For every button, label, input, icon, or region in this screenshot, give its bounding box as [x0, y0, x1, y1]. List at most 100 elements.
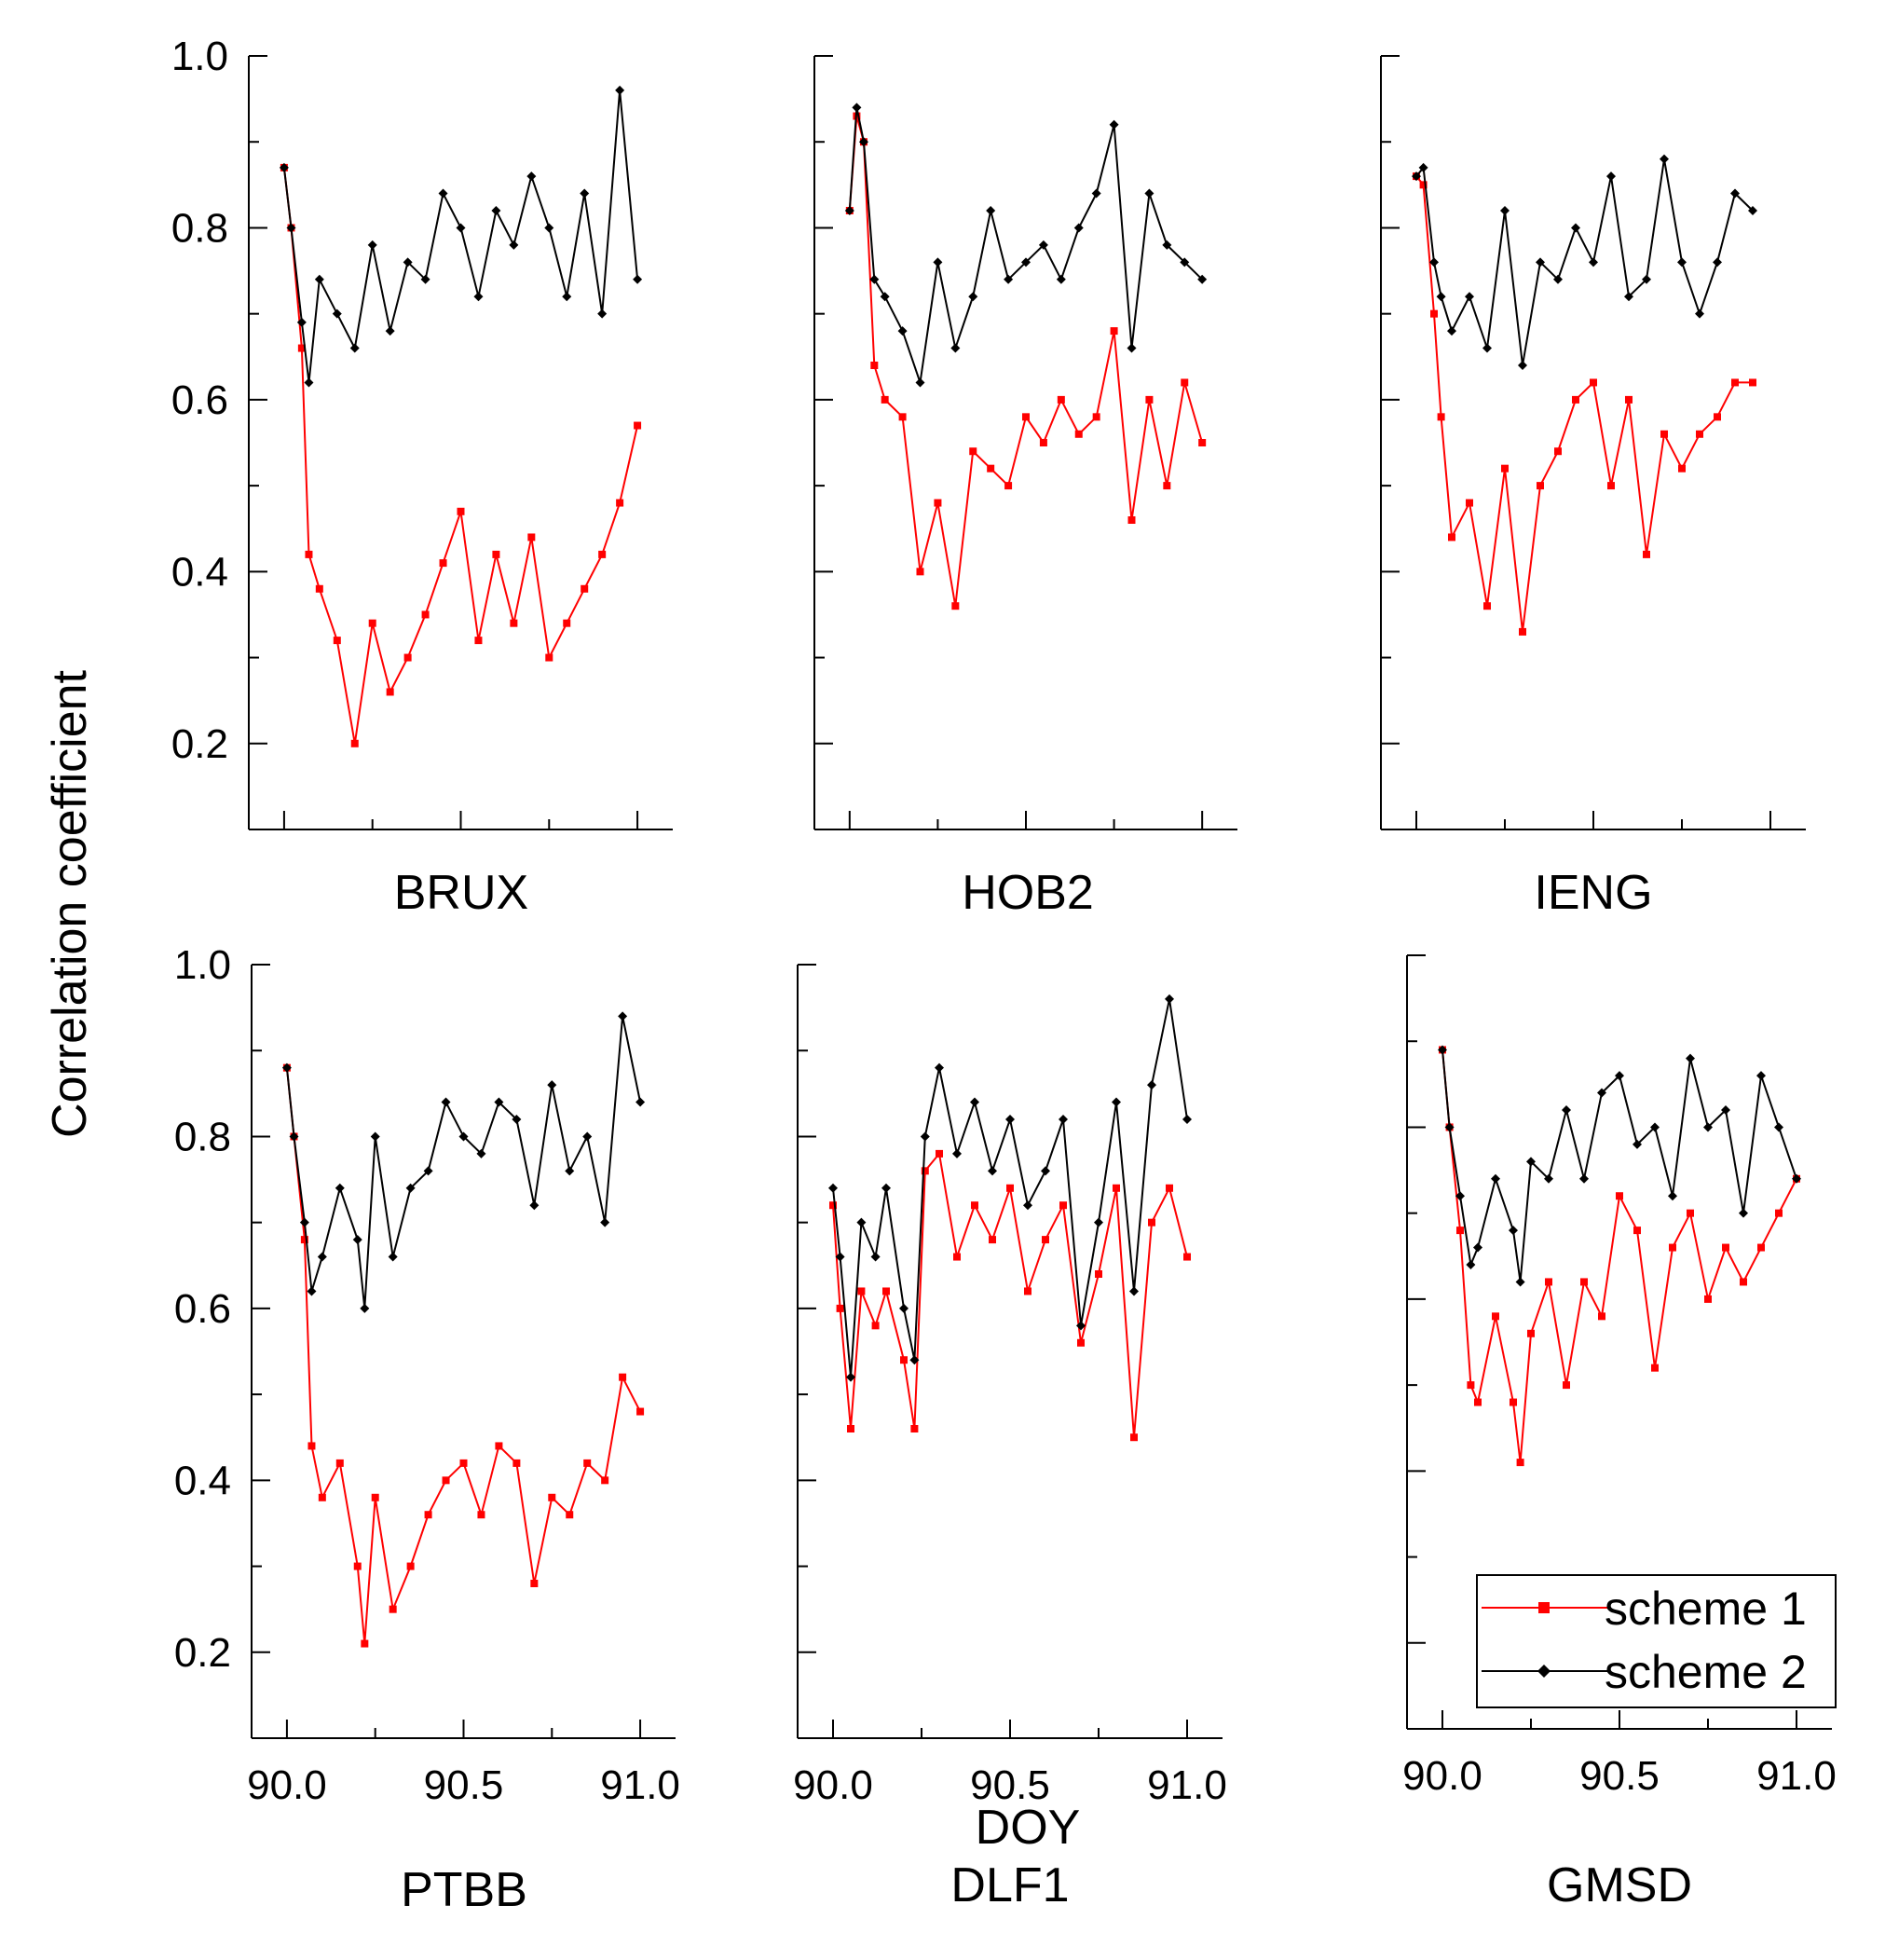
data-point	[597, 308, 608, 319]
data-point	[986, 206, 996, 215]
x-tick-label: 90.5	[424, 1762, 504, 1808]
data-point	[915, 377, 925, 388]
data-point	[1545, 1278, 1552, 1286]
data-point	[987, 464, 995, 473]
data-point	[1437, 413, 1445, 421]
data-point	[1607, 482, 1615, 490]
data-point	[1129, 1286, 1139, 1296]
data-point	[1038, 240, 1048, 250]
series-scheme-1	[829, 1149, 1191, 1442]
panel-dlf1: 90.0 90.5 91.0 DLF1	[793, 964, 1227, 1912]
data-point	[898, 413, 907, 421]
data-point	[423, 1166, 433, 1176]
data-point	[1429, 257, 1439, 267]
data-point	[1197, 274, 1208, 284]
data-point	[580, 188, 590, 199]
data-point	[953, 1253, 961, 1261]
data-point	[835, 1252, 845, 1262]
data-point	[512, 1459, 521, 1467]
series-line	[282, 89, 639, 383]
panel-title: PTBB	[401, 1863, 527, 1917]
data-point	[1041, 1166, 1050, 1176]
data-point	[307, 1442, 316, 1450]
data-point	[1482, 343, 1492, 353]
data-point	[1571, 223, 1580, 233]
legend-marker-scheme-2	[1537, 1665, 1551, 1678]
data-point	[1073, 223, 1084, 233]
data-point	[1633, 1139, 1642, 1149]
y-tick-label: 0.6	[171, 377, 228, 423]
data-point	[1616, 1192, 1623, 1200]
series-scheme-1	[845, 112, 1207, 610]
data-point	[1438, 1045, 1447, 1055]
data-point	[352, 1235, 362, 1245]
data-point	[494, 1097, 504, 1107]
data-point	[1182, 1115, 1192, 1124]
data-point	[969, 447, 977, 456]
data-point	[1749, 378, 1756, 387]
data-point	[389, 1605, 397, 1613]
data-point	[424, 1511, 432, 1519]
legend-label-scheme-2: scheme 2	[1605, 1646, 1807, 1698]
data-point	[545, 653, 553, 662]
data-point	[1127, 516, 1136, 524]
series-line	[282, 167, 639, 744]
data-point	[456, 223, 466, 233]
panel-title: DLF1	[950, 1858, 1069, 1912]
data-point	[880, 292, 890, 302]
data-point	[989, 1236, 996, 1244]
series-line	[1415, 158, 1754, 366]
data-point	[1527, 1329, 1535, 1337]
data-point	[1163, 482, 1171, 490]
panel-gmsd: 90.0 90.5 91.0 GMSD	[1402, 954, 1837, 1912]
data-point	[829, 1201, 837, 1210]
series-scheme-2	[828, 994, 1192, 1382]
data-point	[1130, 1433, 1138, 1442]
data-point	[1714, 413, 1721, 421]
data-point	[1148, 1218, 1155, 1227]
data-point	[1183, 1253, 1191, 1261]
data-point	[386, 688, 394, 696]
data-point	[836, 1304, 844, 1312]
data-point	[474, 637, 483, 645]
panels: 0.2 0.4 0.6 0.8 1.0 BRUX HOB2 IENG 0.2 0.4 0.6 0.8 1…	[171, 34, 1837, 1917]
data-point	[1518, 361, 1527, 370]
data-point	[1703, 1122, 1713, 1132]
data-point	[510, 619, 518, 627]
data-point	[933, 257, 943, 267]
data-point	[1713, 257, 1722, 267]
data-point	[1165, 994, 1174, 1004]
data-point	[491, 206, 501, 215]
data-point	[349, 343, 360, 353]
panel-ptbb: 0.2 0.4 0.6 0.8 1.0 90.0 90.5 91.0 PTBB	[174, 942, 680, 1917]
data-point	[1074, 430, 1083, 438]
data-point	[583, 1459, 592, 1467]
data-point	[1597, 1088, 1606, 1098]
data-point	[1022, 413, 1030, 421]
data-point	[1466, 1260, 1476, 1269]
data-point	[1651, 1364, 1659, 1372]
data-point	[616, 499, 624, 507]
data-point	[598, 550, 607, 558]
data-point	[1687, 1209, 1694, 1217]
data-point	[492, 550, 500, 558]
data-point	[509, 240, 519, 250]
data-point	[473, 292, 484, 302]
data-point	[1465, 292, 1474, 302]
data-point	[335, 1459, 344, 1467]
panel-hob2: HOB2	[813, 55, 1237, 920]
data-point	[1004, 482, 1013, 490]
series-scheme-1	[282, 1063, 645, 1648]
series-line	[848, 107, 1203, 383]
data-point	[1057, 395, 1065, 404]
data-point	[1447, 326, 1456, 336]
data-point	[951, 602, 960, 610]
data-point	[1756, 1071, 1766, 1081]
data-point	[1444, 1122, 1455, 1132]
series-line	[832, 998, 1188, 1377]
y-tick-label: 1.0	[174, 942, 231, 988]
data-point	[1430, 309, 1438, 318]
data-point	[1515, 1277, 1525, 1287]
data-point	[318, 1493, 326, 1501]
